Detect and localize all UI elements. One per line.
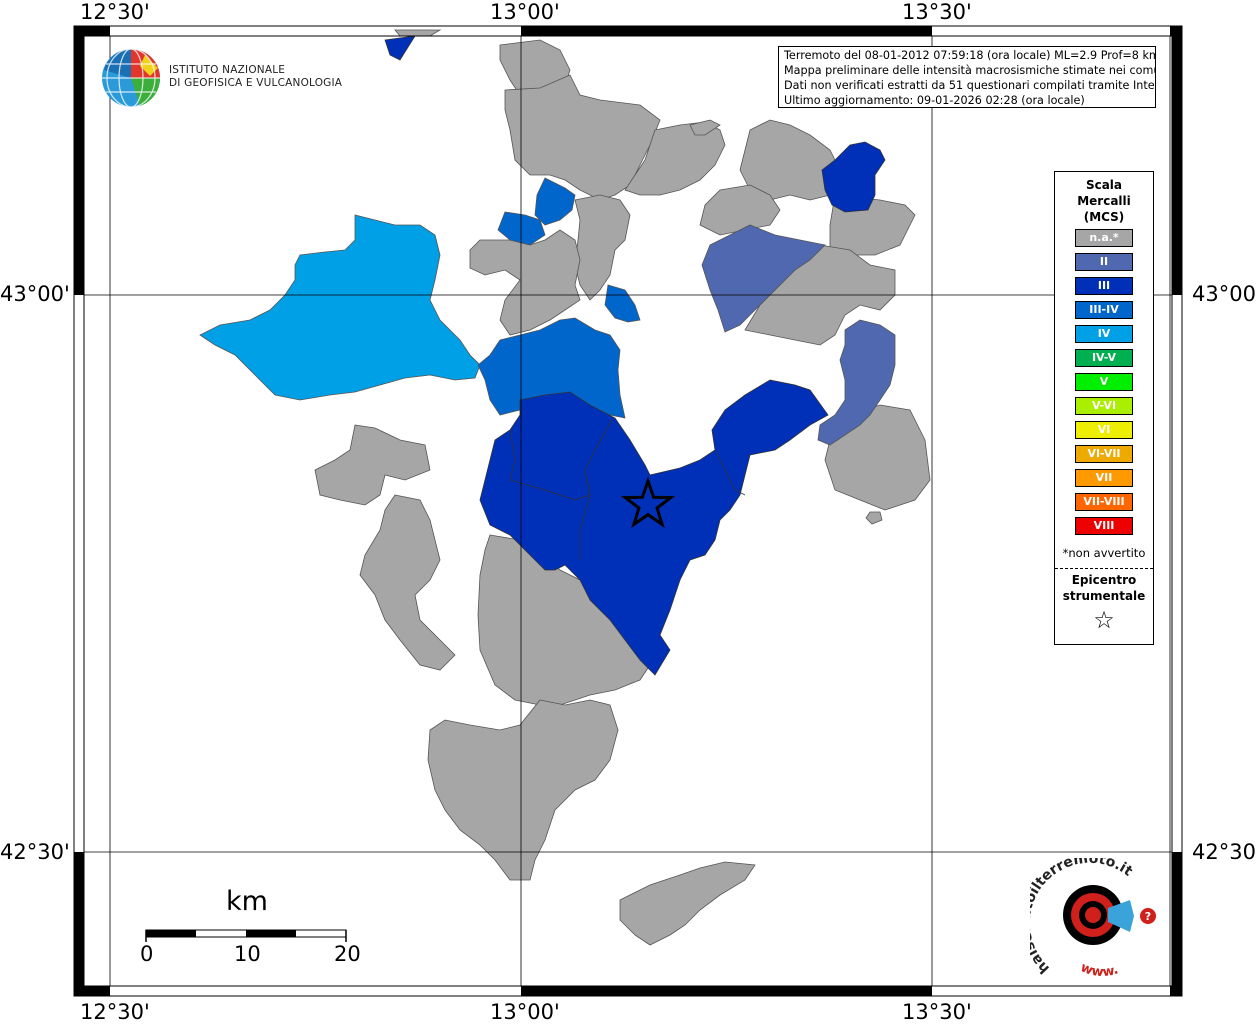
hst-logo-text: haisentitoilterremoto.it www. xyxy=(1030,858,1136,978)
scale-unit: km xyxy=(226,886,268,917)
legend-item-v-vi: V-VI xyxy=(1075,397,1133,415)
coord-top-1300: 13°00' xyxy=(490,0,560,24)
scale-bar xyxy=(145,929,347,942)
info-line-last-update: Ultimo aggiornamento: 09-01-2026 02:28 (… xyxy=(784,94,1085,107)
hst-logo-icon: ? xyxy=(1063,885,1156,945)
info-line-description: Mappa preliminare delle intensità macros… xyxy=(784,64,1156,77)
municipality-na xyxy=(689,119,721,136)
legend-item-vii: VII xyxy=(1075,469,1133,487)
coord-bottom-1330: 13°30' xyxy=(902,1000,972,1024)
legend-item-iv-v: IV-V xyxy=(1075,349,1133,367)
legend-title-line2: Mercalli xyxy=(1077,194,1131,208)
municipalities-ii xyxy=(701,224,896,446)
municipality-iii-iv xyxy=(477,317,626,419)
legend-item-n-a: n.a.* xyxy=(1075,229,1133,247)
mcs-legend: Scala Mercalli (MCS) n.a.* II III III-IV IV I… xyxy=(1054,171,1154,645)
hst-logo-www: www. xyxy=(1078,960,1120,978)
municipality-iii xyxy=(821,141,886,213)
legend-item-vii-viii: VII-VIII xyxy=(1075,493,1133,511)
municipality-na xyxy=(427,699,619,881)
svg-text:haisentitoilterremoto.it: haisentitoilterremoto.it xyxy=(1030,858,1136,976)
map-frame xyxy=(73,25,1183,997)
ingv-logo-text: ISTITUTO NAZIONALE DI GEOFISICA E VULCAN… xyxy=(169,64,342,90)
municipality-na xyxy=(699,184,781,236)
municipality-na xyxy=(865,511,883,525)
ingv-line2: DI GEOFISICA E VULCANOLOGIA xyxy=(169,77,343,89)
info-line-event: Terremoto del 08-01-2012 07:59:18 (ora l… xyxy=(784,49,1156,62)
event-info-box: Terremoto del 08-01-2012 07:59:18 (ora l… xyxy=(778,46,1156,108)
coord-right-4230: 42°30' xyxy=(1192,840,1256,864)
municipality-na xyxy=(619,861,756,946)
scale-tick-20: 20 xyxy=(334,942,361,966)
legend-item-iv: IV xyxy=(1075,325,1133,343)
legend-note: *non avvertito xyxy=(1062,546,1146,560)
municipality-ii xyxy=(701,224,826,333)
coord-top-1230: 12°30' xyxy=(80,0,150,24)
legend-item-iii-iv: III-IV xyxy=(1075,301,1133,319)
svg-text:www.: www. xyxy=(1078,960,1120,978)
legend-title: Scala Mercalli (MCS) xyxy=(1055,177,1153,225)
ingv-logo-icon xyxy=(102,48,161,108)
scale-tick-10: 10 xyxy=(234,942,261,966)
municipalities-iii-iv xyxy=(477,177,641,419)
municipality-iii-iv xyxy=(534,177,576,226)
ingv-line1: ISTITUTO NAZIONALE xyxy=(169,64,286,76)
municipality-na xyxy=(359,494,456,671)
legend-item-ii: II xyxy=(1075,253,1133,271)
legend-star-icon: ☆ xyxy=(1093,606,1115,634)
municipality-na xyxy=(574,194,631,301)
legend-epicentre-label: Epicentro strumentale xyxy=(1055,572,1153,604)
legend-item-vi: VI xyxy=(1075,421,1133,439)
municipality-iv xyxy=(199,214,481,401)
coord-top-1330: 13°30' xyxy=(902,0,972,24)
municipality-ii xyxy=(817,319,896,446)
graticule xyxy=(84,36,1172,986)
legend-epicentre-line1: Epicentro xyxy=(1071,573,1137,587)
legend-item-viii: VIII xyxy=(1075,517,1133,535)
municipality-iii xyxy=(384,35,416,61)
municipality-iii-iv xyxy=(497,211,546,246)
svg-text:?: ? xyxy=(1145,910,1151,923)
hst-logo-main-text: haisentitoilterremoto.it xyxy=(1030,858,1136,976)
legend-epicentre-line2: strumentale xyxy=(1062,589,1146,603)
coord-left-4230: 42°30' xyxy=(0,840,70,864)
municipality-iii-iv xyxy=(604,284,641,323)
scale-tick-0: 0 xyxy=(140,942,154,966)
legend-divider xyxy=(1055,568,1153,569)
municipalities-iii xyxy=(384,35,886,676)
municipality-na xyxy=(504,74,661,201)
epicentre-star-icon xyxy=(620,476,676,529)
coord-bottom-1230: 12°30' xyxy=(80,1000,150,1024)
legend-title-line1: Scala xyxy=(1085,178,1123,192)
legend-item-vi-vii: VI-VII xyxy=(1075,445,1133,463)
coord-left-4300: 43°00' xyxy=(0,282,70,306)
municipality-iii xyxy=(479,379,829,676)
municipality-na xyxy=(314,424,431,506)
coord-bottom-1300: 13°00' xyxy=(490,1000,560,1024)
info-line-data-source: Dati non verificati estratti da 51 quest… xyxy=(784,79,1156,92)
legend-item-iii: III xyxy=(1075,277,1133,295)
legend-title-line3: (MCS) xyxy=(1083,210,1125,224)
legend-item-v: V xyxy=(1075,373,1133,391)
coord-right-4300: 43°00' xyxy=(1192,282,1256,306)
municipality-na xyxy=(469,229,581,336)
